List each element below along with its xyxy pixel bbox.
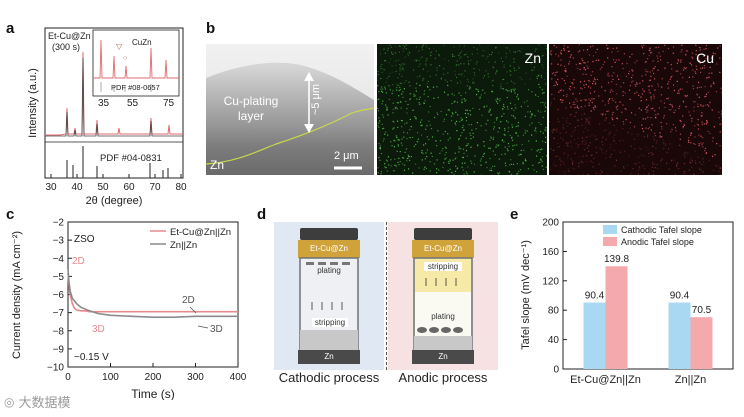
anodic-cell-diagram [412,228,474,364]
panel-d-label: d [257,206,267,223]
annot-3d-etcu: 3D [92,324,105,335]
cu-plating-layer-label: Cu-plating layer [223,94,279,123]
c-ytick-label: −7 [53,308,65,319]
c-ytick-label: −6 [53,290,65,301]
tafel-bar-value: 90.4 [670,291,690,302]
sample-label: Et-Cu@Zn [48,31,91,41]
sem-cross-section-image: Cu-plating layer Zn ~5 μm 2 μm [206,44,374,175]
tafel-bar [583,302,606,369]
cathodic-top-electrode: Et-Cu@Zn [310,244,348,253]
cathodic-bottom-text: stripping [312,318,348,327]
tafel-bar [690,317,713,369]
e-ytick-label: 200 [542,218,559,229]
inset-xtick-35: 35 [98,98,110,109]
e-ytick-label: 120 [542,276,559,287]
tafel-bar-value: 139.8 [604,254,629,265]
c-ytick-label: −2 [53,218,65,229]
panel-a-label: a [6,20,15,37]
e-ytick-label: 0 [553,365,559,376]
panel-e-label: e [510,206,519,223]
c-ytick-label: −10 [47,363,64,374]
annot-2d-zn: 2D [182,295,195,306]
eds-cu-map: Cu [549,44,722,175]
svg-text:▽: ▽ [116,42,123,51]
voltage-label: −0.15 V [74,352,109,363]
legend-cathodic: Cathodic Tafel slope [621,225,702,235]
inset-xtick-55: 55 [127,98,139,109]
tafel-bar [668,302,691,369]
xtick-60: 60 [123,182,135,193]
electrolyte-label: ZSO [74,234,95,245]
xtick-80: 80 [175,182,187,193]
watermark-logo-icon: ◎ [4,394,15,409]
inset-reference-label: PDF #08-0657 [111,83,160,92]
cathodic-top-text: plating [317,266,341,275]
reference-label: PDF #04-0831 [100,153,162,164]
xtick-40: 40 [71,182,83,193]
c-ytick-label: −5 [53,272,65,283]
tafel-bar [605,266,628,369]
c-xtick-label: 100 [102,372,119,383]
panel-a-xrd-plot: 30 40 50 60 70 80 2θ (degree) Intensity … [27,27,187,207]
cu-map-label: Cu [696,50,714,66]
thickness-label: ~5 μm [310,84,322,116]
e-ytick-label: 80 [548,306,560,317]
c-xtick-label: 400 [230,372,247,383]
cathodic-caption: Cathodic process [278,370,380,385]
e-ytick-label: 160 [542,247,559,258]
svg-text:○: ○ [123,55,127,62]
legend-zn-zn: Zn||Zn [170,240,197,251]
inset-phase: CuZn [132,38,152,47]
anodic-bottom-electrode: Zn [438,352,448,361]
anodic-caption: Anodic process [398,370,488,385]
xtick-70: 70 [149,182,161,193]
panel-c-label: c [6,206,15,223]
c-ytick-label: −9 [53,344,65,355]
panel-e-ylabel: Tafel slope (mV dec⁻¹) [520,240,532,350]
tafel-bar-value: 70.5 [692,305,712,316]
watermark: ◎ 大数据模 [4,392,71,411]
annot-3d-zn: 3D [210,324,223,335]
e-category-label: Et-Cu@Zn||Zn [570,374,641,386]
panel-a-xlabel: 2θ (degree) [86,195,143,207]
c-ytick-label: −8 [53,326,65,337]
panel-c-chronoamperometry-chart: −2 −3 −4 −5 −6 −7 −8 −9 −10 0 100 200 300 400 Curren… [11,218,247,401]
eds-zn-map: Zn [377,44,547,175]
cathodic-cell-diagram [298,228,360,364]
cathodic-bottom-electrode: Zn [324,352,334,361]
scale-bar-label: 2 μm [334,150,359,162]
c-xtick-label: 0 [65,372,71,383]
legend-anodic: Anodic Tafel slope [621,237,694,247]
legend-et-cu-zn: Et-Cu@Zn||Zn [170,227,231,238]
watermark-text: 大数据模 [18,395,71,410]
anodic-top-electrode: Et-Cu@Zn [424,244,462,253]
zn-map-label: Zn [524,50,541,66]
panel-c-ylabel: Current density (mA cm⁻²) [11,231,23,359]
e-category-label: Zn||Zn [675,374,706,386]
panel-a-ylabel: Intensity (a.u.) [27,68,39,138]
xtick-30: 30 [45,182,57,193]
series-zn-zn-line [67,269,238,318]
xrd-reference-sticks [66,146,169,178]
c-xtick-label: 200 [145,372,162,383]
xrd-inset: ▽ ○ CuZn PDF #08-0657 35 55 75 [92,29,180,109]
panel-b-label: b [206,20,216,37]
e-ytick-label: 40 [548,335,560,346]
xtick-50: 50 [97,182,109,193]
anodic-top-text: stripping [424,262,462,271]
tafel-bar-value: 90.4 [585,291,605,302]
process-divider [386,222,387,370]
inset-xtick-75: 75 [163,98,175,109]
zn-substrate-label: Zn [210,158,225,172]
sample-sub: (300 s) [52,42,80,52]
panel-c-xlabel: Time (s) [131,387,175,400]
annot-2d-etcu: 2D [72,256,85,267]
c-xtick-label: 300 [187,372,204,383]
c-ytick-label: −4 [53,254,65,265]
anodic-bottom-text: plating [431,312,455,321]
series-et-cu-zn-line [67,272,238,313]
c-ytick-label: −3 [53,236,65,247]
